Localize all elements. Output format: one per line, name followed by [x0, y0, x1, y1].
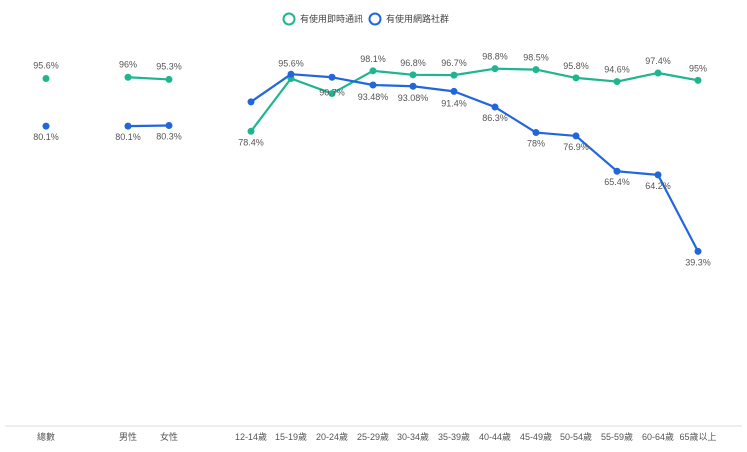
series-1-data-label-11: 98.5% [523, 53, 549, 63]
series-2-data-label-8: 93.08% [398, 93, 429, 103]
series-1-point-4[interactable] [247, 127, 255, 135]
series-1-data-label-6: 90.7% [319, 88, 345, 98]
data-label-layer: 95.6% 96% 95.3% 78.4% 95.6% 90.7% 98.1% 96.8% 96… [33, 52, 711, 268]
series-2-point-7[interactable] [369, 81, 377, 89]
series-1-data-label-2: 96% [119, 59, 137, 69]
series-1-point-7[interactable] [369, 67, 377, 75]
series-2-point-15[interactable] [694, 247, 702, 255]
x-tick-label-1: 總數 [37, 431, 55, 442]
x-tick-label-10: 40-44歲 [479, 431, 511, 442]
x-tick-label-7: 25-29歲 [357, 431, 389, 442]
legend: 有使用即時通訊 有使用網路社群 [282, 12, 449, 26]
x-tick-label-14: 60-64歲 [642, 431, 674, 442]
series-1-point-2[interactable] [124, 73, 132, 81]
series-1-point-8[interactable] [409, 71, 417, 79]
series-1 [42, 65, 702, 135]
series-1-point-9[interactable] [450, 71, 458, 79]
series-2-point-14[interactable] [654, 171, 662, 179]
x-tick-label-15: 65歲以上 [679, 431, 716, 442]
series-2-data-label-14: 64.2% [645, 181, 671, 191]
series-2-line-3 [250, 73, 699, 252]
series-1-point-3[interactable] [165, 75, 173, 83]
series-1-point-1[interactable] [42, 75, 50, 83]
series-2-point-12[interactable] [572, 132, 580, 140]
x-tick-label-9: 35-39歲 [438, 431, 470, 442]
series-2-point-5[interactable] [287, 70, 295, 78]
series-1-point-14[interactable] [654, 69, 662, 77]
series-1-point-15[interactable] [694, 76, 702, 84]
x-tick-label-3: 女性 [160, 431, 178, 442]
series-2-data-label-13: 65.4% [604, 177, 630, 187]
series-2-data-label-3: 80.3% [156, 131, 182, 141]
series-2-point-1[interactable] [42, 122, 50, 130]
series-1-line-2 [127, 76, 170, 81]
x-tick-label-11: 45-49歲 [520, 431, 552, 442]
x-tick-label-5: 15-19歲 [275, 431, 307, 442]
series-1-data-label-14: 97.4% [645, 56, 671, 66]
series-1-data-label-8: 96.8% [400, 58, 426, 68]
series-1-data-label-13: 94.6% [604, 65, 630, 75]
series-2-point-3[interactable] [165, 121, 173, 129]
series-1-point-12[interactable] [572, 74, 580, 82]
series-2-point-11[interactable] [532, 129, 540, 137]
series-2-data-label-12: 76.9% [563, 142, 589, 152]
series-1-point-10[interactable] [491, 65, 499, 73]
series-1-line-3 [250, 67, 699, 132]
x-tick-label-12: 50-54歲 [560, 431, 592, 442]
x-tick-label-8: 30-34歲 [397, 431, 429, 442]
series-1-point-11[interactable] [532, 66, 540, 74]
series-2 [42, 70, 702, 255]
series-1-data-label-9: 96.7% [441, 58, 467, 68]
legend-label-1[interactable]: 有使用即時通訊 [300, 13, 363, 24]
series-2-line-2 [127, 124, 170, 128]
series-1-data-label-7: 98.1% [360, 54, 386, 64]
series-layer [42, 65, 702, 255]
series-2-data-label-10: 86.3% [482, 113, 508, 123]
series-2-point-8[interactable] [409, 82, 417, 90]
x-tick-label-6: 20-24歲 [316, 431, 348, 442]
x-axis-ticks: 總數 男性 女性 12-14歲 15-19歲 20-24歲 25-29歲 30-34歲 35-3… [37, 431, 717, 442]
x-tick-label-4: 12-14歲 [235, 431, 267, 442]
series-1-data-label-3: 95.3% [156, 61, 182, 71]
series-2-point-2[interactable] [124, 122, 132, 130]
series-2-point-13[interactable] [613, 167, 621, 175]
series-2-data-label-11: 78% [527, 139, 545, 149]
series-1-data-label-12: 95.8% [563, 61, 589, 71]
series-2-point-6[interactable] [328, 73, 336, 81]
legend-label-2[interactable]: 有使用網路社群 [386, 13, 449, 24]
series-2-point-4[interactable] [247, 98, 255, 106]
series-2-data-label-15: 39.3% [685, 257, 711, 267]
series-1-data-label-15: 95% [689, 63, 707, 73]
series-2-data-label-2: 80.1% [115, 132, 141, 142]
x-tick-label-2: 男性 [119, 431, 137, 442]
legend-marker-1[interactable] [282, 12, 296, 26]
x-tick-label-13: 55-59歲 [601, 431, 633, 442]
legend-marker-2[interactable] [368, 12, 382, 26]
series-2-data-label-9: 91.4% [441, 98, 467, 108]
series-1-data-label-1: 95.6% [33, 61, 59, 71]
series-1-point-6[interactable] [328, 90, 336, 98]
series-2-data-label-1: 80.1% [33, 132, 59, 142]
series-1-data-label-10: 98.8% [482, 52, 508, 62]
series-2-point-10[interactable] [491, 103, 499, 111]
series-2-point-9[interactable] [450, 87, 458, 95]
series-2-data-label-7: 93.48% [358, 92, 389, 102]
series-1-data-label-5: 95.6% [278, 59, 304, 69]
series-1-data-label-4: 78.4% [238, 137, 264, 147]
series-1-point-13[interactable] [613, 78, 621, 86]
